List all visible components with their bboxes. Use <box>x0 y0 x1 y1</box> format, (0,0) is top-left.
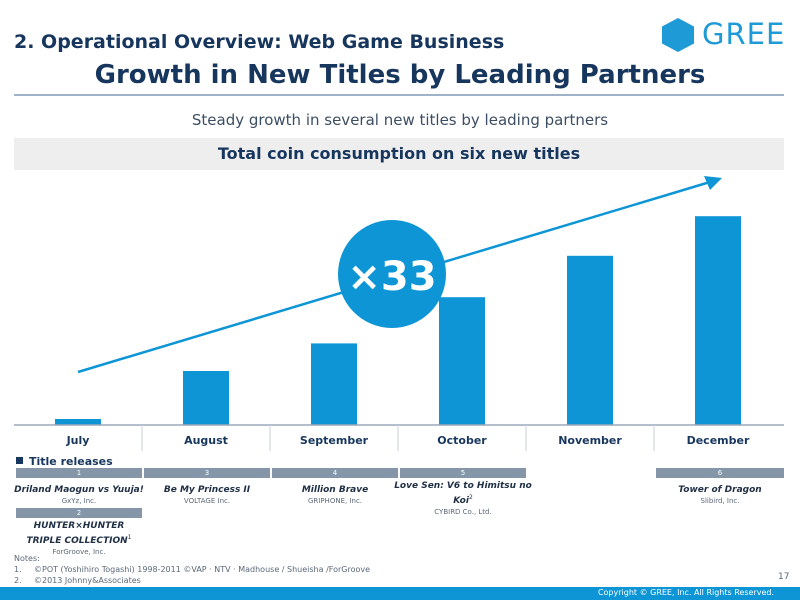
bar-august <box>183 371 229 425</box>
release-tag-6: 6 <box>656 468 784 478</box>
multiplier-badge: ×33 <box>338 220 446 328</box>
gree-logo: GREE <box>662 17 786 52</box>
release-item: Driland Maogun vs Yuuja! GxYz, Inc. <box>6 481 152 506</box>
logo-text: GREE <box>702 17 786 51</box>
release-title: HUNTER×HUNTER TRIPLE COLLECTION1 <box>26 521 132 546</box>
bars-group <box>55 216 741 425</box>
release-tag-3: 3 <box>144 468 270 478</box>
multiplier-circle <box>338 220 446 328</box>
tick-dividers <box>141 425 655 451</box>
release-publisher: CYBIRD Co., Ltd. <box>434 508 492 516</box>
subtitle: Steady growth in several new titles by l… <box>191 111 609 129</box>
multiplier-text: ×33 <box>347 254 436 300</box>
release-publisher: GxYz, Inc. <box>61 497 97 505</box>
notes: Notes: 1. ©POT (Yoshihiro Togashi) 1998-2… <box>14 553 370 586</box>
release-item: Be My Princess II VOLTAGE Inc. <box>144 481 270 506</box>
note-item: 2. ©2013 Johnny&Associates <box>14 576 141 585</box>
release-tag-1: 1 <box>16 468 142 478</box>
release-publisher: Slibird, Inc. <box>700 497 740 505</box>
release-publisher: GRIPHONE, Inc. <box>307 497 363 505</box>
bullet-square-icon <box>16 457 23 464</box>
note-item: 1. ©POT (Yoshihiro Togashi) 1998-2011 ©VA… <box>14 565 371 574</box>
x-tick-label: November <box>558 434 622 447</box>
release-item: Tower of Dragon Slibird, Inc. <box>656 481 784 506</box>
release-title: Million Brave <box>301 485 369 495</box>
notes-heading: Notes: <box>14 554 40 563</box>
release-item: HUNTER×HUNTER TRIPLE COLLECTION1 ForGroo… <box>16 521 142 557</box>
bar-september <box>311 343 357 425</box>
bar-october <box>439 297 485 425</box>
bar-november <box>567 255 613 425</box>
x-axis-labels: July August September October November Decemb… <box>66 434 750 447</box>
section-title: 2. Operational Overview: Web Game Busine… <box>14 31 505 53</box>
copyright: Copyright © GREE, Inc. All Rights Reserv… <box>597 588 774 597</box>
release-tag-4: 4 <box>272 468 398 478</box>
release-item: Million Brave GRIPHONE, Inc. <box>272 481 398 506</box>
x-tick-label: September <box>300 434 369 447</box>
trend-arrowhead <box>704 176 722 190</box>
title-releases-label: Title releases <box>29 455 113 468</box>
release-title: Love Sen: V6 to Himitsu no Koi2 <box>394 481 532 506</box>
bar-july <box>55 419 101 425</box>
title-releases-heading: Title releases <box>16 455 113 468</box>
release-title: Tower of Dragon <box>678 485 762 495</box>
chart-title-banner: Total coin consumption on six new titles <box>14 138 784 170</box>
release-publisher: ForGroove, Inc. <box>52 548 106 556</box>
title-divider <box>14 94 784 96</box>
page-number: 17 <box>778 572 790 582</box>
release-publisher: VOLTAGE Inc. <box>183 497 231 505</box>
release-title: Be My Princess II <box>163 485 251 495</box>
release-tag-5: 5 <box>400 468 526 478</box>
x-tick-label: October <box>437 434 487 447</box>
bar-december <box>695 216 741 425</box>
release-tag-2: 2 <box>16 508 142 518</box>
footer-bar: Copyright © GREE, Inc. All Rights Reserv… <box>0 587 800 600</box>
x-tick-label: July <box>66 434 90 447</box>
page-title: Growth in New Titles by Leading Partners <box>94 60 706 90</box>
chart-title: Total coin consumption on six new titles <box>217 144 581 163</box>
release-title: Driland Maogun vs Yuuja! <box>14 485 144 495</box>
x-tick-label: December <box>687 434 750 447</box>
x-tick-label: August <box>184 434 228 447</box>
release-item: Love Sen: V6 to Himitsu no Koi2 CYBIRD C… <box>392 481 534 517</box>
hexagon-logo-icon <box>662 18 694 52</box>
